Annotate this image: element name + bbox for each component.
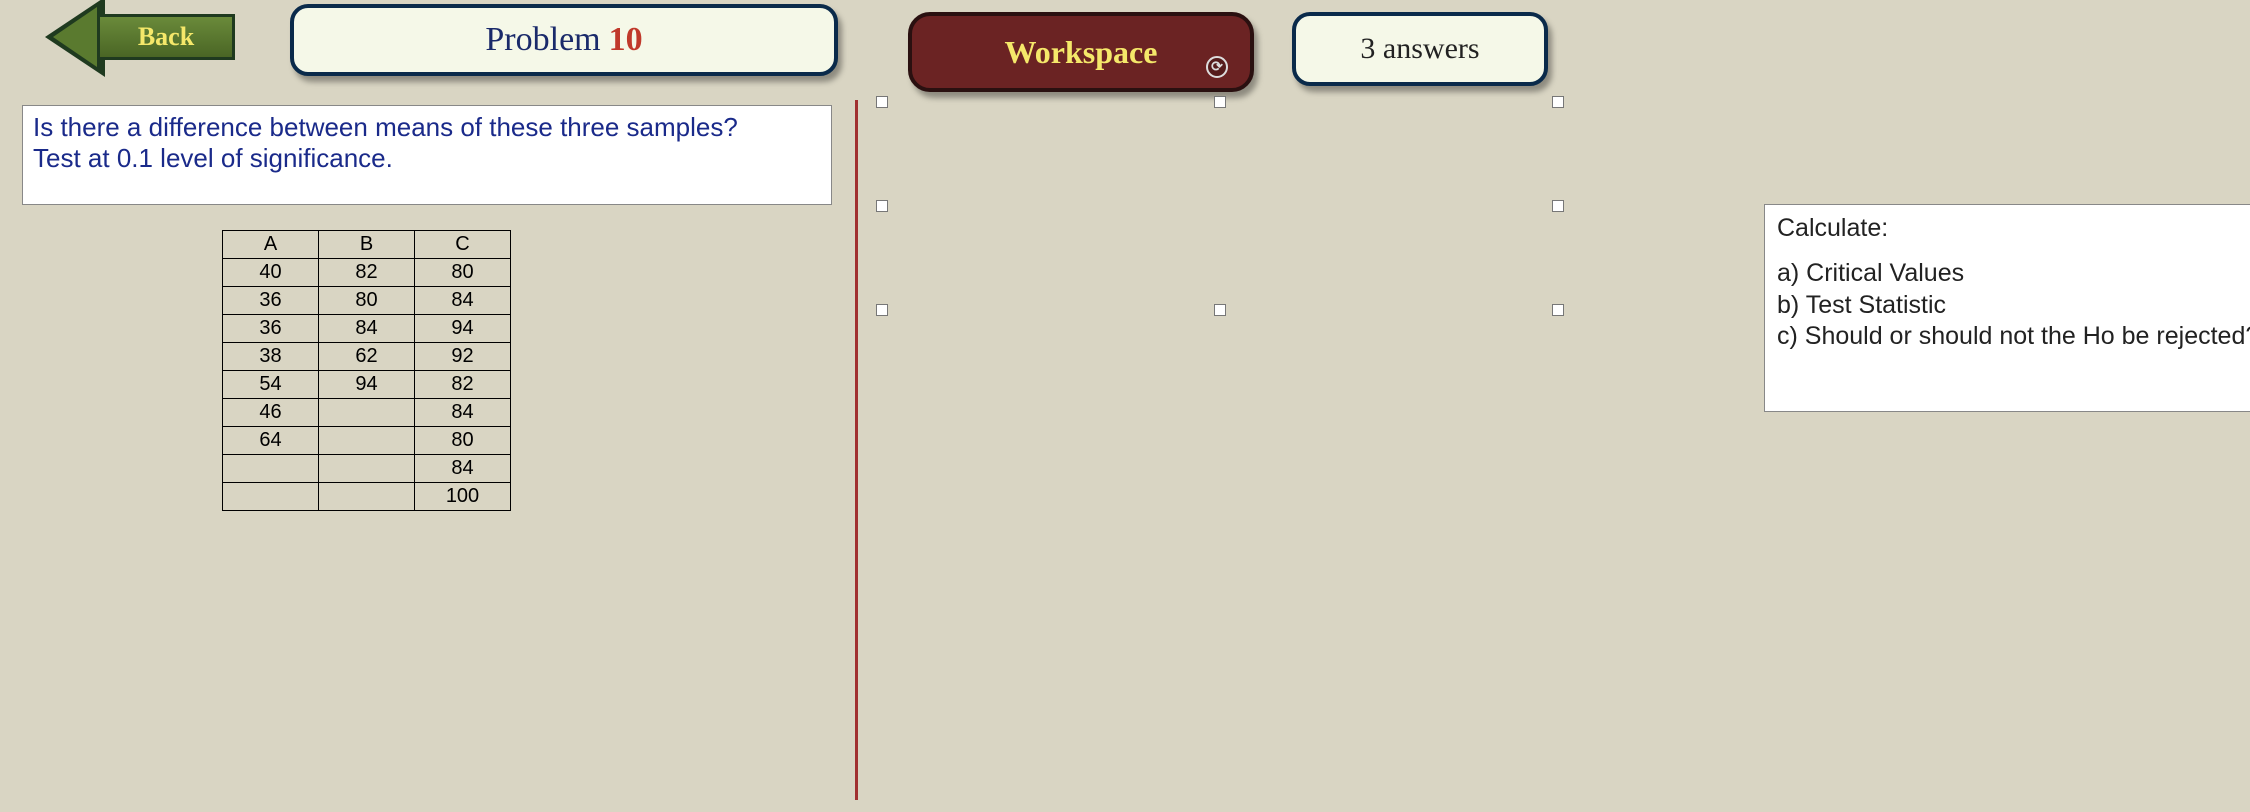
workspace-item-a: a) Critical Values <box>1777 258 2250 289</box>
table-row: 549482 <box>223 371 511 399</box>
table-row: 100 <box>223 483 511 511</box>
table-row: 84 <box>223 455 511 483</box>
table-cell: 84 <box>415 455 511 483</box>
problem-label: Problem <box>485 21 600 59</box>
problem-title-pill: Problem 10 <box>290 4 838 76</box>
resize-handle-nw[interactable] <box>876 96 888 108</box>
problem-statement: Is there a difference between means of t… <box>22 105 832 205</box>
data-table: ABC 408280368084368494386292549482468464… <box>222 230 511 511</box>
table-cell: 84 <box>415 287 511 315</box>
table-cell: 40 <box>223 259 319 287</box>
vertical-divider <box>855 100 858 800</box>
table-row: 368084 <box>223 287 511 315</box>
table-cell: 36 <box>223 287 319 315</box>
table-cell: 36 <box>223 315 319 343</box>
table-cell: 82 <box>415 371 511 399</box>
table-cell: 94 <box>319 371 415 399</box>
table-cell: 38 <box>223 343 319 371</box>
table-row: 386292 <box>223 343 511 371</box>
table-cell: 62 <box>319 343 415 371</box>
table-cell: 80 <box>319 287 415 315</box>
table-row: 368494 <box>223 315 511 343</box>
table-cell: 84 <box>319 315 415 343</box>
table-cell: 84 <box>415 399 511 427</box>
table-cell <box>319 455 415 483</box>
resize-handle-e[interactable] <box>1552 200 1564 212</box>
answers-label: 3 answers <box>1360 32 1479 66</box>
answers-button[interactable]: 3 answers <box>1292 12 1548 86</box>
table-row: 46 84 <box>223 399 511 427</box>
table-cell <box>319 483 415 511</box>
resize-handle-ne[interactable] <box>1552 96 1564 108</box>
workspace-button[interactable]: Workspace ⟳ <box>908 12 1254 92</box>
resize-handle-sw[interactable] <box>876 304 888 316</box>
table-cell: 54 <box>223 371 319 399</box>
table-cell <box>319 427 415 455</box>
table-cell: 92 <box>415 343 511 371</box>
table-header: B <box>319 231 415 259</box>
refresh-icon[interactable]: ⟳ <box>1206 56 1228 78</box>
table-cell: 64 <box>223 427 319 455</box>
table-header: A <box>223 231 319 259</box>
back-button-label: Back <box>100 14 235 60</box>
table-cell: 80 <box>415 259 511 287</box>
table-cell: 80 <box>415 427 511 455</box>
resize-handle-se[interactable] <box>1552 304 1564 316</box>
back-arrow-icon <box>45 0 105 77</box>
table-cell <box>319 399 415 427</box>
resize-handle-w[interactable] <box>876 200 888 212</box>
back-button[interactable]: Back <box>45 2 235 72</box>
table-cell: 46 <box>223 399 319 427</box>
workspace-textbox[interactable]: Calculate: a) Critical Values b) Test St… <box>1764 204 2250 412</box>
problem-number: 10 <box>609 21 643 59</box>
resize-handle-n[interactable] <box>1214 96 1226 108</box>
table-row: 64 80 <box>223 427 511 455</box>
table-row: 408280 <box>223 259 511 287</box>
table-cell: 94 <box>415 315 511 343</box>
resize-handle-s[interactable] <box>1214 304 1226 316</box>
workspace-item-c: c) Should or should not the Ho be reject… <box>1777 321 2250 352</box>
workspace-item-b: b) Test Statistic <box>1777 290 2250 321</box>
table-cell <box>223 455 319 483</box>
workspace-label: Workspace <box>1005 34 1158 71</box>
problem-line-2: Test at 0.1 level of significance. <box>33 143 821 174</box>
table-cell: 82 <box>319 259 415 287</box>
problem-line-1: Is there a difference between means of t… <box>33 112 821 143</box>
table-header: C <box>415 231 511 259</box>
workspace-heading: Calculate: <box>1777 213 2250 244</box>
table-cell <box>223 483 319 511</box>
table-cell: 100 <box>415 483 511 511</box>
